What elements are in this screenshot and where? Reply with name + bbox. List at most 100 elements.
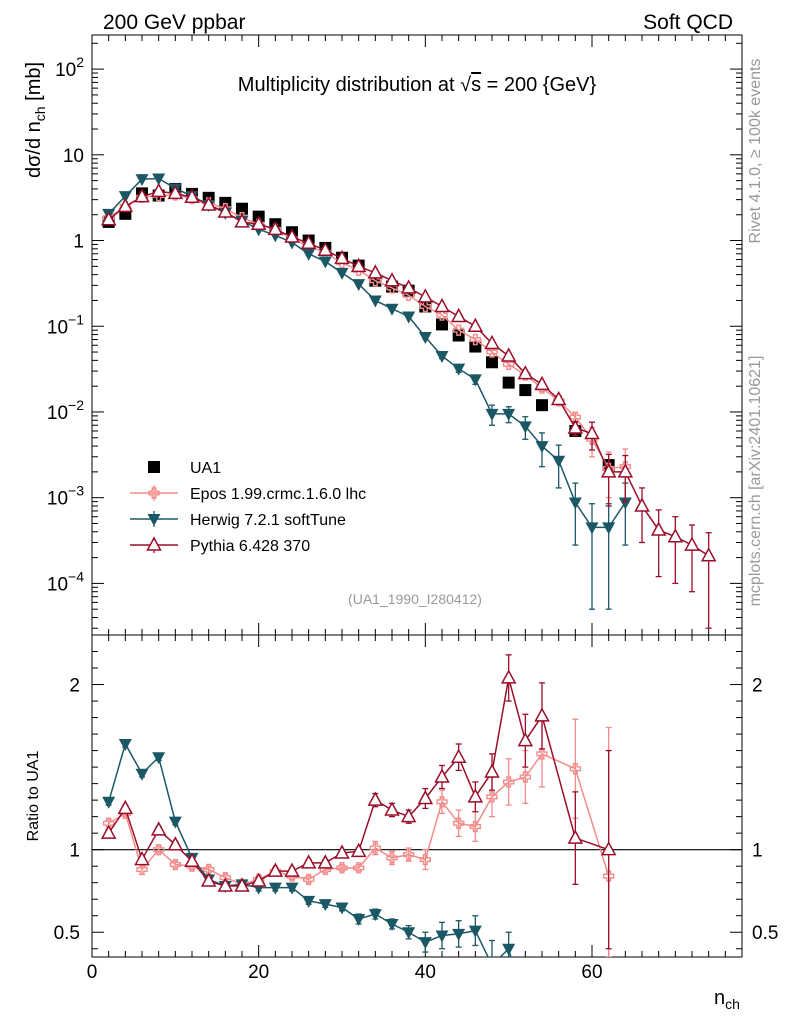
pythia-point	[267, 220, 284, 236]
y-tick-label: 10−4	[47, 568, 84, 595]
epos-ratio-point	[436, 796, 448, 808]
herwig-point	[518, 421, 532, 434]
pythia-point	[367, 264, 384, 279]
pythia-ratio-point	[534, 707, 550, 722]
pythia-point	[150, 182, 167, 198]
herwig-ratio-point	[435, 930, 449, 943]
pythia-ratio-point	[600, 841, 617, 856]
legend-label: Pythia 6.428 370	[190, 538, 310, 555]
ratio-y-tick-label-right: 1	[752, 841, 763, 862]
pythia-point	[467, 317, 484, 333]
ratio-series-pythia	[100, 654, 617, 950]
epos-ratio-point	[502, 776, 515, 788]
pythia-ratio-point	[284, 862, 300, 877]
herwig-ratio-point	[102, 796, 116, 809]
legend-label: UA1	[190, 460, 221, 477]
ua1-point	[469, 340, 482, 353]
ua1-point	[502, 376, 515, 389]
pythia-point	[700, 547, 717, 562]
pythia-point	[534, 375, 550, 391]
herwig-ratio-point	[152, 752, 166, 765]
epos-ratio-point	[136, 863, 148, 876]
herwig-point	[435, 350, 449, 363]
legend-marker	[148, 461, 160, 473]
pythia-ratio-point	[467, 788, 484, 803]
epos-ratio-point	[336, 862, 348, 874]
ua1-point	[436, 318, 448, 331]
herwig-point	[485, 408, 499, 421]
legend-marker	[146, 536, 162, 551]
pythia-point	[167, 184, 184, 200]
herwig-point	[568, 497, 582, 510]
herwig-ratio-point	[318, 899, 332, 912]
herwig-ratio-point	[285, 882, 299, 895]
herwig-ratio-point	[168, 816, 182, 829]
pythia-point	[550, 390, 567, 406]
pythia-ratio-point	[317, 854, 334, 869]
legend: UA1 Epos 1.99.crmc.1.6.0 lhc Herwig 7.2.1 …	[130, 460, 366, 555]
herwig-line	[108, 177, 626, 529]
epos-ratio-point	[169, 858, 182, 871]
y-tick-label: 10	[63, 146, 84, 167]
herwig-ratio-point	[368, 909, 382, 922]
pythia-ratio-point	[184, 852, 200, 867]
y-tick-label: 1	[73, 232, 84, 253]
epos-ratio-point	[569, 763, 582, 775]
pythia-ratio-point	[450, 748, 467, 763]
pythia-ratio-point	[434, 768, 450, 783]
pythia-point	[134, 188, 150, 203]
herwig-ratio-line	[107, 742, 512, 957]
pythia-point	[567, 419, 584, 434]
epos-point	[502, 358, 515, 370]
x-axis-label: nch	[714, 987, 740, 1012]
epos-ratio-point	[386, 852, 398, 864]
series-pythia	[100, 182, 717, 629]
herwig-point	[352, 279, 366, 292]
pythia-point	[500, 347, 517, 362]
legend-marker	[147, 514, 161, 526]
pythia-ratio-point	[217, 877, 234, 892]
pythia-ratio-point	[234, 877, 250, 892]
y-tick-label: 10−1	[47, 311, 84, 338]
herwig-ratio-point	[486, 960, 499, 972]
epos-ratio-point	[536, 748, 548, 760]
herwig-point	[602, 522, 616, 535]
pythia-ratio-point	[267, 862, 284, 877]
pythia-point	[100, 211, 117, 226]
herwig-ratio-point	[385, 918, 399, 931]
herwig-ratio-point	[302, 895, 316, 908]
legend-marker	[148, 487, 160, 499]
pythia-ratio-point	[484, 763, 500, 778]
epos-ratio-point	[452, 817, 465, 829]
pythia-ratio-point	[334, 844, 350, 859]
epos-ratio-point	[602, 870, 615, 882]
herwig-ratio-point	[452, 928, 466, 941]
herwig-ratio-point	[135, 768, 149, 781]
ua1-point	[536, 399, 548, 412]
epos-ratio-point	[469, 820, 482, 833]
pythia-ratio-point	[567, 829, 584, 844]
pythia-point	[250, 215, 267, 230]
herwig-point	[502, 408, 516, 421]
ua1-point	[236, 202, 248, 215]
x-tick-label: 20	[248, 962, 269, 983]
pythia-ratio-point	[167, 836, 184, 851]
herwig-point	[302, 248, 316, 261]
pythia-point	[317, 241, 334, 257]
ratio-y-tick-label: 0.5	[54, 923, 80, 944]
epos-point	[436, 309, 448, 321]
pythia-point	[234, 213, 250, 228]
pythia-point	[184, 188, 200, 203]
pythia-ratio-point	[250, 872, 267, 887]
pythia-ratio-point	[150, 821, 167, 836]
pythia-point	[484, 334, 500, 350]
pythia-point	[417, 288, 434, 303]
ratio-y-tick-label-right: 0.5	[752, 923, 778, 944]
epos-ratio-point	[519, 771, 532, 783]
pythia-ratio-point	[517, 732, 534, 747]
epos-ratio-point	[152, 843, 165, 856]
pythia-ratio-point	[134, 850, 150, 866]
herwig-point	[552, 455, 566, 468]
pythia-point	[684, 536, 700, 551]
